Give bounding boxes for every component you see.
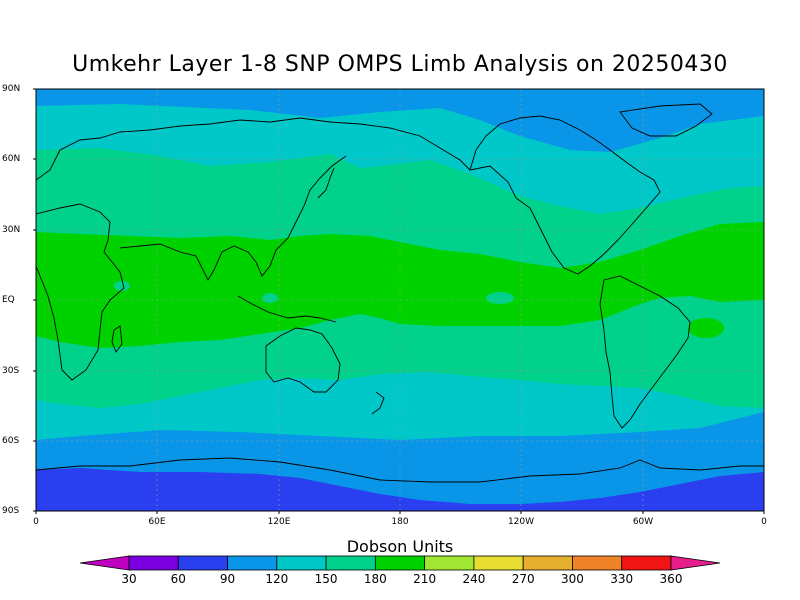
colorbar-tick-label: 90 — [219, 572, 236, 586]
y-tick-label: 30N — [2, 225, 21, 235]
coast-japan — [317, 167, 335, 199]
coast-eurasia-north — [36, 117, 471, 181]
colorbar-segment — [128, 555, 179, 571]
colorbar-tick-label: 360 — [659, 572, 683, 586]
colorbar-segment — [227, 555, 278, 571]
colorbar-segment — [177, 555, 228, 571]
graticule — [36, 89, 764, 511]
coast-africa — [36, 203, 125, 381]
colorbar-tick-label: 180 — [363, 572, 387, 586]
band-patch — [688, 318, 724, 338]
colorbar-tick-label: 270 — [511, 572, 535, 586]
coast-new-zealand — [371, 391, 385, 415]
colorbar-segment — [424, 555, 475, 571]
y-tick-label: 30S — [2, 366, 20, 376]
band-island — [486, 292, 514, 304]
colorbar-tick-label: 300 — [561, 572, 584, 586]
colorbar-segment — [522, 555, 573, 571]
coast-antarctica — [36, 457, 764, 483]
colorbar-title: Dobson Units — [346, 537, 454, 556]
colorbar-segment — [325, 555, 376, 571]
coastlines — [36, 103, 764, 483]
x-tick-label: 60E — [148, 517, 166, 527]
colorbar-tick-label: 60 — [170, 572, 186, 586]
colorbar-tick-label: 330 — [610, 572, 634, 586]
coast-madagascar — [111, 325, 123, 353]
colorbar-segment — [670, 555, 721, 571]
colorbar — [79, 555, 721, 571]
x-tick-label: 120E — [267, 517, 291, 527]
colorbar-segment — [621, 555, 672, 571]
colorbar-tick-label: 150 — [314, 572, 338, 586]
ozone-contour-map — [36, 89, 764, 511]
x-tick-label: 0 — [33, 517, 39, 527]
x-tick-label: 120W — [507, 517, 535, 527]
colorbar-tick-label: 240 — [462, 572, 486, 586]
y-tick-label: 60S — [2, 436, 20, 446]
y-tick-label: EQ — [2, 295, 15, 305]
colorbar-segment — [572, 555, 623, 571]
colorbar-tick-label: 30 — [121, 572, 137, 586]
colorbar-segment — [374, 555, 426, 571]
coast-south-america — [599, 275, 691, 429]
colorbar-segment — [473, 555, 524, 571]
y-tick-label: 60N — [2, 154, 21, 164]
band-60-90 — [36, 468, 764, 511]
y-tick-label: 90N — [2, 84, 21, 94]
y-tick-label: 90S — [2, 506, 20, 516]
x-tick-label: 180 — [391, 517, 409, 527]
x-tick-label: 0 — [761, 517, 767, 527]
colorbar-segment — [276, 555, 327, 571]
coast-australia — [265, 327, 341, 393]
coast-indonesia — [237, 295, 337, 323]
band-island — [114, 281, 130, 291]
map-title: Umkehr Layer 1-8 SNP OMPS Limb Analysis … — [72, 52, 728, 77]
x-tick-label: 60W — [632, 517, 654, 527]
band-island — [262, 293, 278, 303]
coast-greenland — [619, 103, 713, 137]
colorbar-tick-label: 120 — [265, 572, 289, 586]
axis-ticks — [33, 88, 765, 514]
colorbar-segment — [79, 555, 130, 571]
colorbar-tick-label: 210 — [413, 572, 437, 586]
coast-india — [119, 243, 257, 281]
coast-north-america — [469, 115, 661, 275]
coast-china — [255, 155, 347, 277]
